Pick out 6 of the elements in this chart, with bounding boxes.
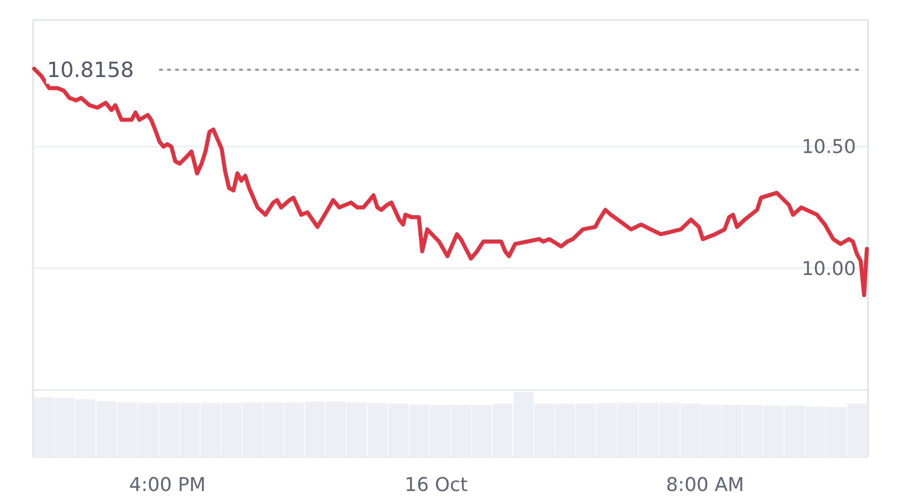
y-tick-label: 10.00 bbox=[802, 258, 856, 280]
x-tick-label: 16 Oct bbox=[404, 474, 468, 496]
x-tick-label: 8:00 AM bbox=[666, 474, 744, 496]
ref-line-label: 10.8158 bbox=[47, 58, 134, 82]
y-tick-label: 10.50 bbox=[802, 136, 856, 158]
x-tick-label: 4:00 PM bbox=[129, 474, 206, 496]
